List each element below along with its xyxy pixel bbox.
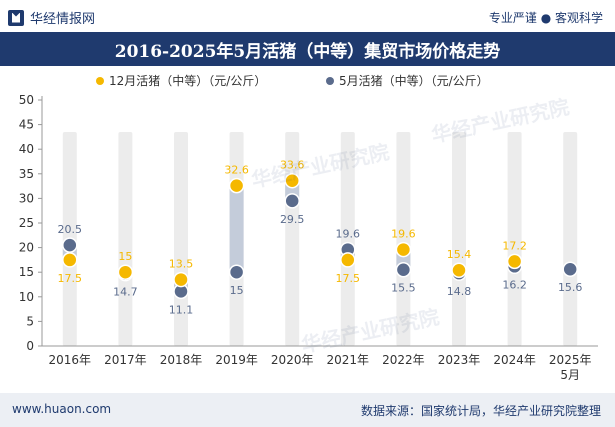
category-band: [507, 131, 522, 346]
legend-marker-icon: [96, 77, 104, 85]
x-tick-label: 2018年: [160, 353, 203, 367]
y-tick-label: 0: [26, 339, 34, 353]
x-tick-label-line: 2022年: [382, 353, 425, 367]
may-point: [395, 261, 412, 278]
december-point: [117, 264, 134, 280]
december-point: [451, 262, 467, 278]
x-tick-label-line: 5月: [560, 368, 580, 382]
x-tick-label-line: 2018年: [160, 353, 203, 367]
december-point: [62, 252, 78, 268]
december-value-label: 17.2: [502, 239, 527, 252]
may-value-label: 29.5: [280, 213, 305, 226]
y-tick-label: 15: [19, 265, 34, 279]
december-point: [340, 252, 356, 268]
category-band: [396, 131, 411, 346]
x-tick-label-line: 2023年: [438, 353, 481, 367]
huajing-logo-icon: [8, 9, 24, 26]
chart-title: 2016-2025年5月活猪（中等）集贸市场价格走势: [114, 41, 501, 62]
y-tick-label: 20: [19, 241, 34, 255]
may-value-label: 15.6: [558, 281, 583, 294]
y-tick-label: 40: [19, 142, 34, 156]
december-value-label: 13.5: [169, 258, 194, 271]
x-tick-label: 2023年: [438, 353, 481, 367]
legend-label: 12月活猪（中等）（元/公斤）: [109, 73, 266, 88]
may-value-label: 16.2: [502, 278, 527, 291]
x-tick-label-line: 2025年: [549, 353, 592, 367]
data-source: 数据来源：国家统计局，华经产业研究院整理: [360, 404, 601, 418]
december-value-label: 32.6: [224, 164, 249, 177]
brand-name: 华经情报网: [30, 12, 96, 27]
y-tick-label: 25: [19, 216, 34, 230]
may-value-label: 14.7: [113, 286, 138, 299]
may-value-label: 15: [230, 284, 244, 297]
may-point: [562, 261, 578, 277]
december-value-label: 33.6: [280, 159, 305, 172]
legend-marker-icon: [326, 77, 334, 85]
y-tick-label: 35: [19, 167, 34, 181]
december-value-label: 17.5: [336, 272, 361, 285]
may-value-label: 19.6: [336, 228, 361, 241]
x-tick-label-line: 2020年: [271, 353, 314, 367]
may-value-label: 15.5: [391, 282, 416, 295]
x-tick-label: 2021年: [327, 353, 370, 367]
dot-chart: 12月活猪（中等）（元/公斤） 5月活猪（中等）（元/公斤） 0 5 10 15 20 25 3…: [19, 73, 598, 382]
x-tick-label: 2020年: [271, 353, 314, 367]
x-tick-label: 2022年: [382, 353, 425, 367]
december-value-label: 19.6: [391, 228, 416, 241]
tagline: 专业严谨 ● 客观科学: [488, 11, 603, 25]
december-point: [228, 177, 245, 194]
december-point: [506, 253, 523, 270]
may-point: [284, 193, 300, 209]
may-point: [62, 237, 78, 253]
footer: www.huaon.com 数据来源：国家统计局，华经产业研究院整理: [0, 393, 615, 427]
december-point: [284, 172, 300, 189]
x-tick-label-line: 2016年: [49, 353, 92, 367]
may-value-label: 14.8: [447, 285, 472, 298]
x-tick-label: 2016年: [49, 353, 92, 367]
y-tick-label: 50: [19, 93, 34, 107]
x-tick-label: 2025年 5月: [549, 353, 592, 382]
y-tick-label: 45: [19, 118, 34, 132]
x-tick-label-line: 2021年: [327, 353, 370, 367]
category-band: [452, 131, 466, 346]
x-tick-label-line: 2017年: [104, 353, 147, 367]
december-value-label: 15: [118, 250, 132, 263]
category-band: [118, 131, 133, 346]
top-bar: 华经情报网 专业严谨 ● 客观科学: [0, 0, 615, 32]
may-value-label: 20.5: [58, 223, 83, 236]
december-value-label: 15.4: [447, 248, 472, 261]
website-link[interactable]: www.huaon.com: [12, 402, 112, 416]
range-connector: [229, 185, 244, 273]
y-tick-label: 5: [26, 314, 34, 328]
y-tick-label: 10: [19, 290, 34, 304]
december-point: [395, 241, 412, 258]
title-bar: 2016-2025年5月活猪（中等）集贸市场价格走势: [0, 32, 615, 66]
category-band: [340, 131, 355, 346]
x-tick-label: 2017年: [104, 353, 147, 367]
december-point: [173, 271, 189, 288]
x-tick-label: 2024年: [493, 353, 536, 367]
x-tick-label-line: 2019年: [215, 353, 258, 367]
december-value-label: 17.5: [58, 272, 83, 285]
x-tick-label-line: 2024年: [493, 353, 536, 367]
category-band: [563, 131, 578, 346]
legend-label: 5月活猪（中等）（元/公斤）: [339, 73, 489, 88]
brand[interactable]: 华经情报网: [8, 8, 95, 27]
y-tick-label: 30: [19, 191, 34, 205]
may-point: [228, 264, 245, 280]
may-value-label: 11.1: [169, 303, 194, 316]
x-tick-label: 2019年: [215, 353, 258, 367]
